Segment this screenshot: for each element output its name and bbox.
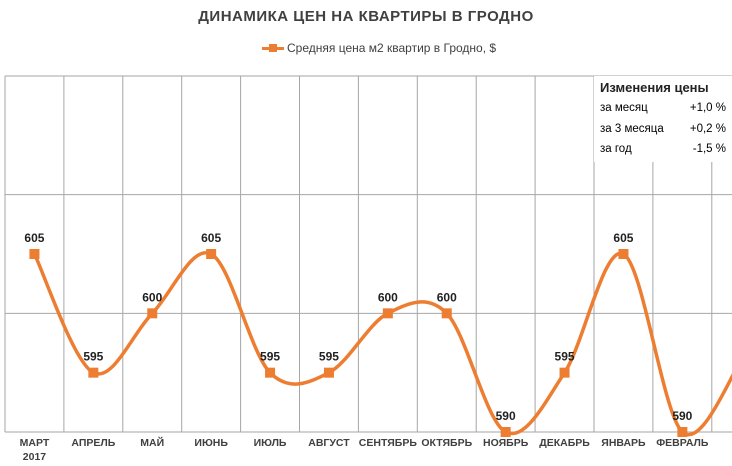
legend-label: Средняя цена м2 квартир в Гродно, $ xyxy=(287,41,497,55)
data-point xyxy=(441,308,452,319)
x-tick-label: ИЮЛЬ xyxy=(254,437,287,449)
x-tick-label: АВГУСТ xyxy=(308,437,350,449)
x-tick-label: ДЕКАБРЬ xyxy=(539,437,590,449)
data-point xyxy=(677,427,688,437)
x-tick-label: АПРЕЛЬ xyxy=(71,437,115,449)
x-tick-label: ЯНВАРЬ xyxy=(601,437,646,449)
x-tick-label: НОЯБРЬ xyxy=(483,437,529,449)
data-label: 605 xyxy=(24,231,44,245)
data-point xyxy=(147,308,158,319)
data-label: 595 xyxy=(319,350,339,364)
x-tick-label: МАЙ xyxy=(140,436,164,449)
price-change-row: за месяц +1,0 % xyxy=(600,102,726,118)
price-change-period: за месяц xyxy=(600,102,648,114)
x-tick-label: 2017 xyxy=(23,451,47,463)
chart-title: ДИНАМИКА ЦЕН НА КВАРТИРЫ В ГРОДНО xyxy=(198,8,534,25)
price-change-value: -1,5 % xyxy=(692,143,726,155)
price-change-value: +0,2 % xyxy=(689,123,726,135)
data-point xyxy=(618,249,629,259)
data-point xyxy=(206,249,217,259)
data-label: 600 xyxy=(378,290,398,304)
data-point xyxy=(382,308,393,319)
price-change-period: за 3 месяца xyxy=(600,123,664,135)
price-change-period: за год xyxy=(600,143,632,155)
data-label: 595 xyxy=(260,350,280,364)
x-tick-label: ИЮНЬ xyxy=(194,437,228,449)
x-tick-label: ФЕВРАЛЬ xyxy=(656,437,709,449)
price-change-header: Изменения цены xyxy=(600,80,709,95)
price-change-row: за год -1,5 % xyxy=(600,143,726,159)
data-label: 595 xyxy=(555,350,575,364)
data-label: 600 xyxy=(437,290,457,304)
data-label: 590 xyxy=(672,409,692,423)
data-point xyxy=(559,367,570,378)
series-line xyxy=(32,251,732,437)
data-label: 605 xyxy=(201,231,221,245)
data-point xyxy=(88,367,99,378)
legend-marker-icon xyxy=(262,40,284,56)
data-point xyxy=(265,367,276,378)
price-change-panel: Изменения цены за месяц +1,0 % за 3 меся… xyxy=(594,76,732,162)
data-label: 600 xyxy=(142,290,162,304)
x-tick-label: МАРТ xyxy=(20,437,50,449)
x-tick-label: ОКТЯБРЬ xyxy=(421,437,472,449)
data-label: 590 xyxy=(496,409,516,423)
chart-legend: Средняя цена м2 квартир в Гродно, $ xyxy=(262,40,496,56)
data-point xyxy=(500,427,511,437)
data-point xyxy=(29,249,40,259)
price-change-value: +1,0 % xyxy=(689,102,726,114)
price-change-row: за 3 месяца +0,2 % xyxy=(600,123,726,139)
data-label: 595 xyxy=(83,350,103,364)
data-point xyxy=(323,367,334,378)
data-label: 605 xyxy=(613,231,633,245)
x-tick-label: СЕНТЯБРЬ xyxy=(359,437,418,449)
